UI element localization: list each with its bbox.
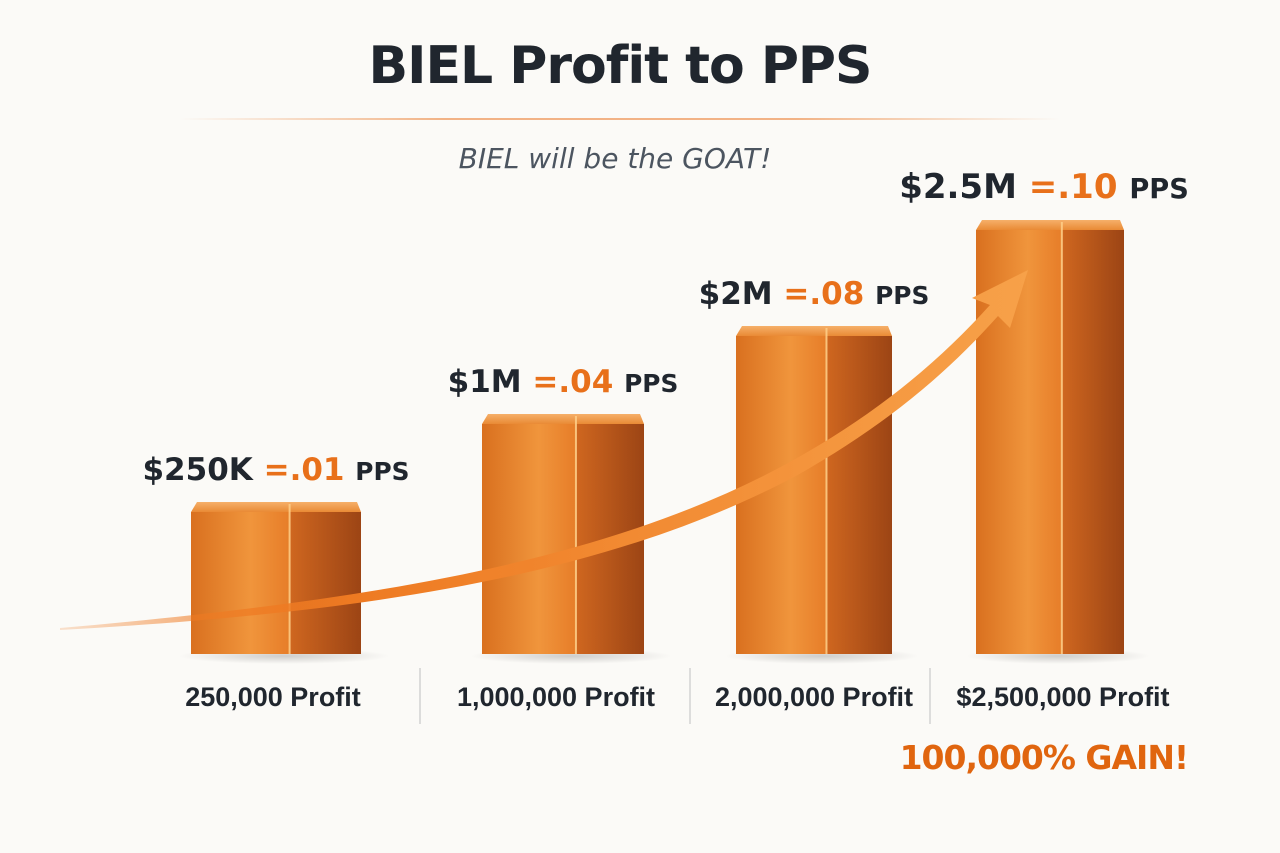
bar-top-4 (976, 220, 1124, 230)
bar-side-4 (1061, 230, 1124, 654)
bar-amount: $250K (142, 452, 263, 488)
bar-pps-unit: PPS (624, 369, 678, 398)
category-label-2: 1,000,000 Profit (457, 682, 655, 712)
category-label-3: 2,000,000 Profit (715, 682, 913, 712)
category-label-1: 250,000 Profit (185, 682, 361, 712)
bar-equals: = (1029, 167, 1058, 207)
bar-value-label-1: $250K =.01 PPS (142, 452, 409, 488)
bar-top-1 (191, 502, 361, 512)
bar-pps-value: .08 (809, 276, 875, 312)
bar-amount: $2M (699, 276, 784, 312)
bar-pps-value: .04 (558, 364, 624, 400)
gain-callout: 100,000% GAIN! (899, 738, 1189, 777)
page-title: BIEL Profit to PPS (368, 36, 873, 96)
bar-value-label-2: $1M =.04 PPS (448, 364, 679, 400)
bar-top-3 (736, 326, 892, 336)
trend-arrow (60, 270, 1028, 630)
category-label-4: $2,500,000 Profit (956, 682, 1169, 712)
bar-equals: = (264, 452, 290, 488)
bar-value-label-4: $2.5M =.10 PPS (899, 167, 1189, 207)
bar-side-3 (826, 336, 892, 654)
bar-pps-value: .10 (1057, 167, 1129, 207)
bar-equals: = (532, 364, 558, 400)
bar-amount: $2.5M (899, 167, 1029, 207)
bar-equals: = (783, 276, 809, 312)
bar-pps-unit: PPS (875, 281, 929, 310)
bar-value-label-3: $2M =.08 PPS (699, 276, 930, 312)
bar-pps-unit: PPS (355, 457, 409, 486)
bar-pps-unit: PPS (1129, 174, 1188, 205)
bar-top-2 (482, 414, 644, 424)
bar-side-1 (289, 512, 361, 654)
title-divider (180, 118, 1060, 120)
bar-pps-value: .01 (290, 452, 356, 488)
page-subtitle: BIEL will be the GOAT! (458, 142, 772, 175)
bar-amount: $1M (448, 364, 533, 400)
